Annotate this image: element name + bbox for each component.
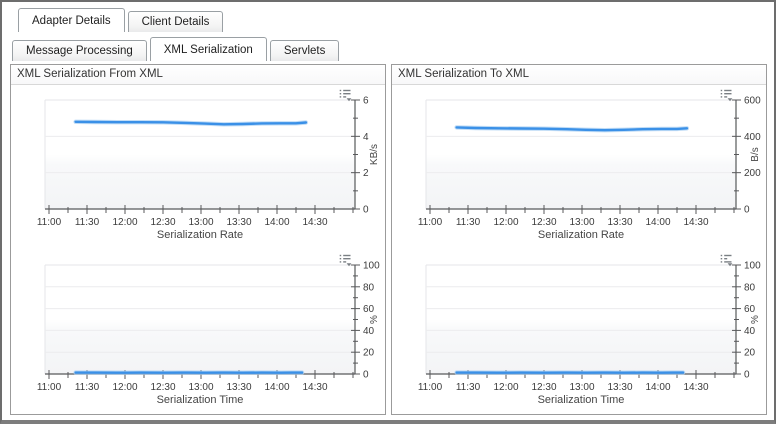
panel-xml-serialization-from-xml: XML Serialization From XML 11:00 11:30 12:…: [10, 64, 386, 415]
svg-text:20: 20: [744, 348, 756, 359]
panel-title: XML Serialization From XML: [11, 65, 385, 85]
svg-text:Serialization Time: Serialization Time: [538, 394, 625, 406]
chart-menu-icon[interactable]: [720, 254, 734, 267]
serialization-rate-chart: 11:00 11:30 12:00 12:30 13:00 13:30 14:00 14:30…: [418, 96, 761, 242]
svg-text:100: 100: [744, 261, 761, 272]
chart-block-from-xml-time: 11:00 11:30 12:00 12:30 13:00 13:30 14:00 14:30…: [11, 253, 385, 409]
svg-text:40: 40: [363, 326, 375, 337]
svg-text:4: 4: [363, 132, 369, 143]
svg-text:14:30: 14:30: [302, 217, 327, 228]
svg-text:100: 100: [363, 261, 380, 272]
tab-label: Adapter Details: [32, 14, 111, 27]
svg-text:Serialization Rate: Serialization Rate: [157, 229, 243, 241]
svg-text:14:30: 14:30: [683, 382, 708, 393]
svg-text:2: 2: [363, 168, 369, 179]
svg-text:12:30: 12:30: [531, 217, 556, 228]
svg-text:12:00: 12:00: [112, 217, 137, 228]
svg-text:0: 0: [363, 205, 369, 216]
svg-text:%: %: [369, 315, 380, 324]
svg-text:11:30: 11:30: [75, 382, 100, 393]
tab-adapter-details[interactable]: Adapter Details: [18, 8, 125, 32]
tab-label: XML Serialization: [163, 43, 253, 56]
tab-servlets[interactable]: Servlets: [269, 40, 340, 61]
svg-text:13:00: 13:00: [569, 382, 594, 393]
svg-text:12:00: 12:00: [493, 217, 518, 228]
svg-text:Serialization Time: Serialization Time: [157, 394, 244, 406]
svg-text:Serialization Rate: Serialization Rate: [538, 229, 624, 241]
svg-text:11:30: 11:30: [456, 382, 481, 393]
svg-text:11:00: 11:00: [418, 382, 443, 393]
svg-text:60: 60: [744, 304, 756, 315]
svg-text:11:00: 11:00: [37, 382, 62, 393]
svg-text:80: 80: [744, 282, 756, 293]
chart-block-from-xml-rate: 11:00 11:30 12:00 12:30 13:00 13:30 14:00 14:30…: [11, 88, 385, 244]
tab-message-processing[interactable]: Message Processing: [12, 40, 147, 61]
tab-client-details[interactable]: Client Details: [127, 11, 224, 32]
svg-text:14:00: 14:00: [645, 217, 670, 228]
primary-tab-bar: Adapter Details Client Details: [18, 8, 774, 32]
svg-text:14:30: 14:30: [302, 382, 327, 393]
serialization-time-chart: 11:00 11:30 12:00 12:30 13:00 13:30 14:00 14:30…: [418, 261, 761, 407]
svg-text:6: 6: [363, 96, 369, 107]
svg-text:11:30: 11:30: [75, 217, 100, 228]
svg-text:13:30: 13:30: [226, 217, 251, 228]
svg-text:600: 600: [744, 96, 761, 107]
panels-container: XML Serialization From XML 11:00 11:30 12:…: [2, 61, 774, 415]
chart-block-to-xml-time: 11:00 11:30 12:00 12:30 13:00 13:30 14:00 14:30…: [392, 253, 766, 409]
chart-menu-icon[interactable]: [720, 89, 734, 102]
svg-text:13:30: 13:30: [607, 217, 632, 228]
svg-text:14:00: 14:00: [264, 382, 289, 393]
svg-text:0: 0: [744, 205, 750, 216]
svg-text:11:30: 11:30: [456, 217, 481, 228]
svg-text:12:30: 12:30: [150, 217, 175, 228]
tab-label: Message Processing: [26, 45, 133, 57]
svg-text:80: 80: [363, 282, 375, 293]
svg-text:20: 20: [363, 348, 375, 359]
svg-text:13:00: 13:00: [188, 217, 213, 228]
svg-text:40: 40: [744, 326, 756, 337]
svg-text:60: 60: [363, 304, 375, 315]
chart-menu-icon[interactable]: [339, 89, 353, 102]
svg-text:14:00: 14:00: [645, 382, 670, 393]
tab-label: Servlets: [283, 45, 326, 57]
svg-text:14:30: 14:30: [683, 217, 708, 228]
serialization-time-chart: 11:00 11:30 12:00 12:30 13:00 13:30 14:00 14:30…: [37, 261, 380, 407]
svg-text:13:30: 13:30: [607, 382, 632, 393]
tab-label: Client Details: [141, 16, 210, 28]
panel-title: XML Serialization To XML: [392, 65, 766, 85]
svg-text:0: 0: [363, 370, 369, 381]
svg-text:13:00: 13:00: [188, 382, 213, 393]
svg-text:0: 0: [744, 370, 750, 381]
svg-text:11:00: 11:00: [37, 217, 62, 228]
svg-text:KB/s: KB/s: [369, 144, 380, 165]
svg-text:12:00: 12:00: [112, 382, 137, 393]
svg-text:200: 200: [744, 168, 761, 179]
svg-text:14:00: 14:00: [264, 217, 289, 228]
svg-text:B/s: B/s: [750, 147, 761, 161]
svg-text:%: %: [750, 315, 761, 324]
svg-text:400: 400: [744, 132, 761, 143]
svg-text:13:00: 13:00: [569, 217, 594, 228]
chart-menu-icon[interactable]: [339, 254, 353, 267]
svg-text:12:00: 12:00: [493, 382, 518, 393]
svg-text:13:30: 13:30: [226, 382, 251, 393]
chart-block-to-xml-rate: 11:00 11:30 12:00 12:30 13:00 13:30 14:00 14:30…: [392, 88, 766, 244]
secondary-tab-bar: Message Processing XML Serialization Ser…: [12, 37, 774, 61]
panel-xml-serialization-to-xml: XML Serialization To XML 11:00 11:30 12:00…: [391, 64, 767, 415]
svg-text:12:30: 12:30: [150, 382, 175, 393]
serialization-rate-chart: 11:00 11:30 12:00 12:30 13:00 13:30 14:00 14:30…: [37, 96, 380, 242]
svg-text:11:00: 11:00: [418, 217, 443, 228]
tab-xml-serialization[interactable]: XML Serialization: [149, 37, 267, 61]
svg-text:12:30: 12:30: [531, 382, 556, 393]
